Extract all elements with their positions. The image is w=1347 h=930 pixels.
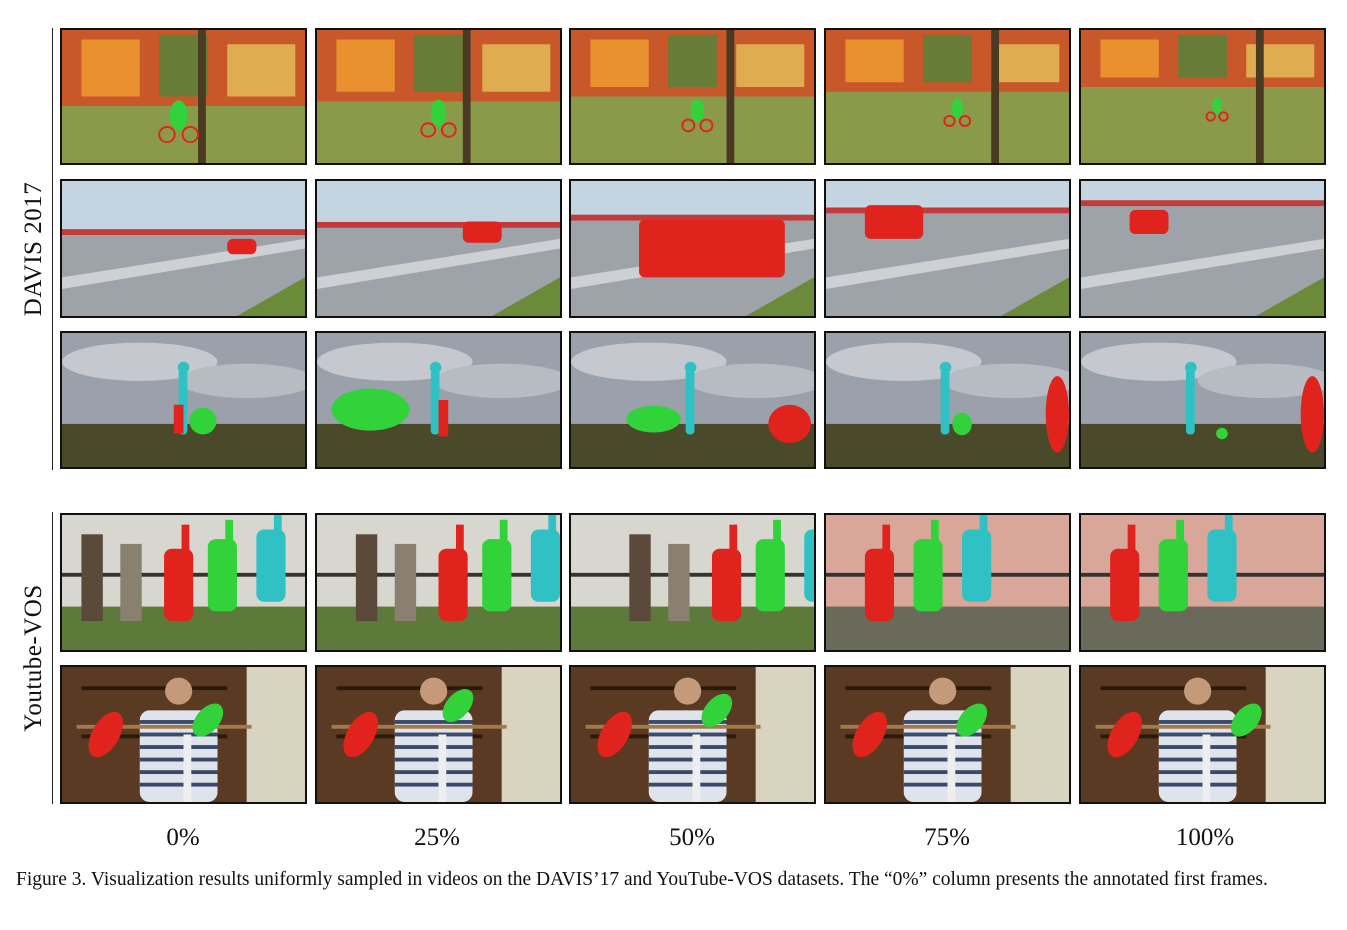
- thumbnail-drifting-red-car-100pct: [1079, 179, 1326, 318]
- thumbnail-graffiti-bike-rider-75pct: [824, 28, 1071, 165]
- davis-group-label: DAVIS 2017: [20, 181, 47, 317]
- thumbnail-graffiti-bike-rider-0pct: [60, 28, 307, 165]
- frame-image: [1081, 667, 1324, 802]
- frame-image: [571, 181, 814, 316]
- frame-image: [317, 333, 560, 467]
- frame-image: [62, 667, 305, 802]
- frame-image: [571, 30, 814, 163]
- frame-image: [317, 667, 560, 802]
- frame-image: [62, 181, 305, 316]
- thumbnail-graffiti-bike-rider-100pct: [1079, 28, 1326, 165]
- thumbnail-giraffes-at-fence-75pct: [824, 513, 1071, 652]
- youtube-group-bracket: [52, 512, 53, 804]
- frame-image: [1081, 333, 1324, 467]
- frame-image: [62, 333, 305, 467]
- thumbnail-dogs-and-person-in-field-50pct: [569, 331, 816, 469]
- frame-image: [317, 181, 560, 316]
- frame-image: [826, 333, 1069, 467]
- thumbnail-drifting-red-car-0pct: [60, 179, 307, 318]
- thumbnail-dogs-and-person-in-field-75pct: [824, 331, 1071, 469]
- frame-image: [826, 515, 1069, 650]
- frame-image: [62, 515, 305, 650]
- frame-image: [1081, 181, 1324, 316]
- thumbnail-giraffes-at-fence-100pct: [1079, 513, 1326, 652]
- thumbnail-giraffes-at-fence-0pct: [60, 513, 307, 652]
- frame-image: [317, 515, 560, 650]
- frame-image: [1081, 515, 1324, 650]
- column-label-50: 50%: [669, 824, 715, 851]
- youtube-group-label: Youtube-VOS: [20, 584, 47, 732]
- thumbnail-dogs-and-person-in-field-25pct: [315, 331, 562, 469]
- thumbnail-giraffes-at-fence-50pct: [569, 513, 816, 652]
- frame-image: [571, 667, 814, 802]
- thumbnail-man-with-parrots-100pct: [1079, 665, 1326, 804]
- figure-caption: Figure 3. Visualization results uniforml…: [16, 869, 1268, 890]
- frame-image: [826, 30, 1069, 163]
- frame-image: [826, 181, 1069, 316]
- davis-group-bracket: [52, 28, 53, 470]
- thumbnail-giraffes-at-fence-25pct: [315, 513, 562, 652]
- thumbnail-drifting-red-car-75pct: [824, 179, 1071, 318]
- thumbnail-drifting-red-car-50pct: [569, 179, 816, 318]
- frame-image: [826, 667, 1069, 802]
- thumbnail-graffiti-bike-rider-50pct: [569, 28, 816, 165]
- thumbnail-man-with-parrots-0pct: [60, 665, 307, 804]
- thumbnail-man-with-parrots-25pct: [315, 665, 562, 804]
- frame-image: [62, 30, 305, 163]
- column-label-75: 75%: [924, 824, 970, 851]
- thumbnail-graffiti-bike-rider-25pct: [315, 28, 562, 165]
- thumbnail-man-with-parrots-50pct: [569, 665, 816, 804]
- frame-image: [571, 515, 814, 650]
- thumbnail-man-with-parrots-75pct: [824, 665, 1071, 804]
- thumbnail-dogs-and-person-in-field-0pct: [60, 331, 307, 469]
- column-label-100: 100%: [1175, 824, 1235, 851]
- thumbnail-dogs-and-person-in-field-100pct: [1079, 331, 1326, 469]
- frame-image: [1081, 30, 1324, 163]
- column-label-25: 25%: [414, 824, 460, 851]
- thumbnail-drifting-red-car-25pct: [315, 179, 562, 318]
- column-label-0: 0%: [166, 824, 200, 851]
- frame-image: [571, 333, 814, 467]
- frame-image: [317, 30, 560, 163]
